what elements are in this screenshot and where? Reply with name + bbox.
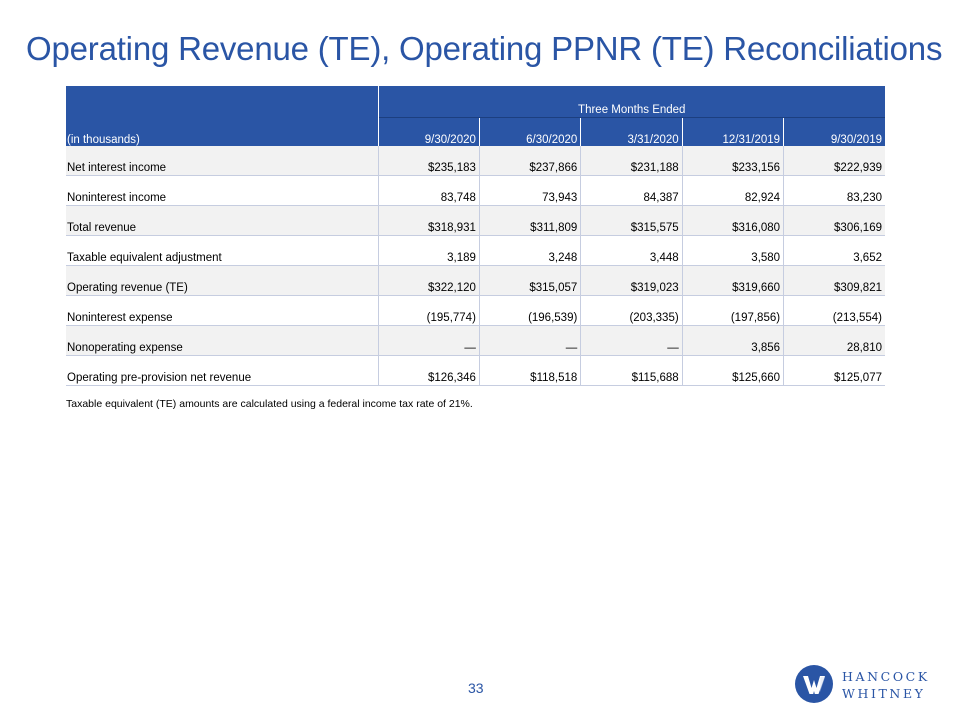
column-header: 9/30/2019 — [783, 117, 885, 146]
table-cell: — — [479, 325, 582, 356]
table-cell: $125,660 — [682, 355, 785, 386]
row-label: Noninterest expense — [66, 295, 379, 326]
group-header: Three Months Ended — [378, 86, 885, 118]
row-label: Total revenue — [66, 205, 379, 236]
column-header: 6/30/2020 — [479, 117, 582, 146]
table-cell: 84,387 — [580, 175, 683, 206]
table-cell: 3,248 — [479, 235, 582, 266]
table-row: Operating revenue (TE) $322,120 $315,057 $3… — [66, 265, 885, 296]
table-cell: 83,230 — [783, 175, 885, 206]
table-cell: $222,939 — [783, 146, 885, 176]
table-cell: $306,169 — [783, 205, 885, 236]
table-row: Nonoperating expense — — —3,856 28,810 — [66, 325, 885, 356]
reconciliation-table: Three Months Ended (in thousands) 9/30/2… — [66, 86, 885, 386]
row-label: Operating revenue (TE) — [66, 265, 379, 296]
table-body: Net interest income $235,183 $237,866 $231,… — [66, 146, 885, 386]
table-row: Noninterest expense (195,774) (196,539) (20… — [66, 295, 885, 326]
table-cell: $316,080 — [682, 205, 785, 236]
header-blank-cell — [66, 86, 379, 118]
logo-line-1: HANCOCK — [842, 669, 930, 684]
table-row: Net interest income $235,183 $237,866 $231,… — [66, 146, 885, 176]
table-cell: $322,120 — [378, 265, 480, 296]
table-cell: (213,554) — [783, 295, 885, 326]
table-cell: $231,188 — [580, 146, 683, 176]
row-label: Taxable equivalent adjustment — [66, 235, 379, 266]
table-cell: — — [378, 325, 480, 356]
column-header-row: (in thousands) 9/30/2020 6/30/2020 3/31/20… — [66, 117, 885, 146]
table-cell: $233,156 — [682, 146, 785, 176]
table-cell: $319,023 — [580, 265, 683, 296]
table-row: Noninterest income 83,748 73,943 84,387 82,9… — [66, 175, 885, 206]
table-cell: $319,660 — [682, 265, 785, 296]
table-cell: $235,183 — [378, 146, 480, 176]
table-cell: $309,821 — [783, 265, 885, 296]
table-cell: 3,856 — [682, 325, 785, 356]
table-cell: (195,774) — [378, 295, 480, 326]
table-cell: (196,539) — [479, 295, 582, 326]
table-cell: — — [580, 325, 683, 356]
column-header: 12/31/2019 — [682, 117, 785, 146]
table-cell: 3,448 — [580, 235, 683, 266]
row-label: Nonoperating expense — [66, 325, 379, 356]
logo-wordmark: HANCOCK WHITNEY — [842, 668, 930, 702]
table-cell: 3,189 — [378, 235, 480, 266]
table-cell: $311,809 — [479, 205, 582, 236]
column-header: 9/30/2020 — [378, 117, 480, 146]
footnote: Taxable equivalent (TE) amounts are calc… — [66, 398, 473, 410]
table-cell: 3,652 — [783, 235, 885, 266]
table-cell: $315,057 — [479, 265, 582, 296]
page-title: Operating Revenue (TE), Operating PPNR (… — [26, 30, 943, 67]
row-label: Noninterest income — [66, 175, 379, 206]
logo-line-2: WHITNEY — [842, 686, 926, 701]
table-cell: $126,346 — [378, 355, 480, 386]
table-cell: 73,943 — [479, 175, 582, 206]
label-header: (in thousands) — [66, 117, 379, 146]
table-cell: $315,575 — [580, 205, 683, 236]
table-row: Total revenue $318,931 $311,809 $315,575 $31… — [66, 205, 885, 236]
table-row: Taxable equivalent adjustment 3,189 3,248 3… — [66, 235, 885, 266]
table-cell: 3,580 — [682, 235, 785, 266]
row-label: Operating pre-provision net revenue — [66, 355, 379, 386]
company-logo: HANCOCK WHITNEY — [794, 664, 944, 706]
table-cell: 28,810 — [783, 325, 885, 356]
table-cell: $125,077 — [783, 355, 885, 386]
group-header-row: Three Months Ended — [66, 86, 885, 118]
table-cell: $115,688 — [580, 355, 683, 386]
table-row: Operating pre-provision net revenue $126,… — [66, 355, 885, 386]
row-label: Net interest income — [66, 146, 379, 176]
table-cell: (203,335) — [580, 295, 683, 326]
table-cell: (197,856) — [682, 295, 785, 326]
table-cell: $118,518 — [479, 355, 582, 386]
hancock-whitney-w-icon — [795, 665, 833, 703]
column-header: 3/31/2020 — [580, 117, 683, 146]
table-cell: 82,924 — [682, 175, 785, 206]
page-number: 33 — [468, 680, 484, 696]
table-cell: $318,931 — [378, 205, 480, 236]
table-cell: 83,748 — [378, 175, 480, 206]
table-cell: $237,866 — [479, 146, 582, 176]
